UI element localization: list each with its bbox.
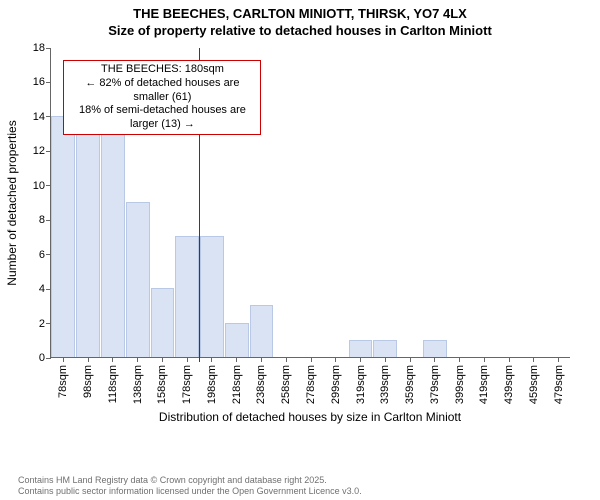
y-tick-label: 2 (23, 318, 45, 330)
histogram-bar (373, 340, 397, 357)
histogram-bar (200, 236, 224, 357)
histogram-bar (51, 116, 75, 357)
histogram-bar (225, 323, 249, 357)
x-tick (509, 357, 510, 362)
histogram-bar (423, 340, 447, 357)
histogram-bar (349, 340, 373, 357)
x-tick-label: 419sqm (478, 365, 490, 404)
y-tick-label: 10 (23, 180, 45, 192)
x-tick (187, 357, 188, 362)
x-tick-label: 278sqm (305, 365, 317, 404)
x-tick (261, 357, 262, 362)
y-tick (46, 254, 51, 255)
x-tick-label: 439sqm (503, 365, 515, 404)
histogram-bar (151, 288, 175, 357)
y-tick (46, 48, 51, 49)
x-tick-label: 138sqm (132, 365, 144, 404)
x-tick-label: 198sqm (206, 365, 218, 404)
x-tick-label: 359sqm (404, 365, 416, 404)
y-tick (46, 116, 51, 117)
footer-line-2: Contains public sector information licen… (18, 486, 362, 497)
x-tick-label: 258sqm (280, 365, 292, 404)
x-tick (63, 357, 64, 362)
x-tick-label: 299sqm (330, 365, 342, 404)
x-tick-label: 238sqm (255, 365, 267, 404)
histogram-bar (76, 116, 100, 357)
footer-line-1: Contains HM Land Registry data © Crown c… (18, 475, 362, 486)
histogram-bar (175, 236, 199, 357)
x-tick (459, 357, 460, 362)
x-tick-label: 479sqm (553, 365, 565, 404)
plot-area: 02468101214161878sqm98sqm118sqm138sqm158… (50, 48, 570, 358)
callout-line-1: THE BEECHES: 180sqm (70, 63, 254, 77)
x-tick (137, 357, 138, 362)
x-tick-label: 459sqm (528, 365, 540, 404)
page-title-line1: THE BEECHES, CARLTON MINIOTT, THIRSK, YO… (0, 0, 600, 21)
x-tick-label: 98sqm (82, 365, 94, 398)
callout-box: THE BEECHES: 180sqm← 82% of detached hou… (63, 60, 261, 135)
y-tick-label: 8 (23, 214, 45, 226)
x-tick-label: 118sqm (107, 365, 119, 403)
page-title-line2: Size of property relative to detached ho… (0, 21, 600, 38)
y-tick-label: 0 (23, 352, 45, 364)
x-tick (311, 357, 312, 362)
x-tick-label: 78sqm (57, 365, 69, 398)
y-tick (46, 82, 51, 83)
y-axis-label: Number of detached properties (5, 120, 19, 285)
y-tick (46, 358, 51, 359)
x-tick-label: 178sqm (181, 365, 193, 404)
y-tick-label: 6 (23, 249, 45, 261)
x-tick-label: 218sqm (231, 365, 243, 404)
x-tick (484, 357, 485, 362)
x-tick (286, 357, 287, 362)
x-tick (558, 357, 559, 362)
x-tick-label: 158sqm (156, 365, 168, 404)
x-tick (533, 357, 534, 362)
histogram-bar (101, 99, 125, 357)
x-tick (335, 357, 336, 362)
x-tick (360, 357, 361, 362)
x-tick-label: 319sqm (355, 365, 367, 404)
y-tick (46, 220, 51, 221)
histogram-chart: Number of detached properties 0246810121… (50, 48, 570, 418)
histogram-bar (250, 305, 274, 357)
x-tick (162, 357, 163, 362)
callout-line-2: ← 82% of detached houses are smaller (61… (70, 77, 254, 105)
x-tick (410, 357, 411, 362)
histogram-bar (126, 202, 150, 357)
x-tick (236, 357, 237, 362)
y-tick-label: 14 (23, 111, 45, 123)
y-tick-label: 18 (23, 42, 45, 54)
y-tick (46, 289, 51, 290)
x-axis-label: Distribution of detached houses by size … (159, 410, 461, 424)
x-tick-label: 339sqm (379, 365, 391, 404)
x-tick-label: 399sqm (454, 365, 466, 404)
y-tick (46, 151, 51, 152)
x-tick (112, 357, 113, 362)
attribution-footer: Contains HM Land Registry data © Crown c… (18, 475, 362, 497)
y-tick (46, 323, 51, 324)
x-tick (88, 357, 89, 362)
x-tick (434, 357, 435, 362)
callout-line-3: 18% of semi-detached houses are larger (… (70, 104, 254, 132)
y-tick-label: 4 (23, 283, 45, 295)
y-tick-label: 12 (23, 145, 45, 157)
y-tick (46, 185, 51, 186)
y-tick-label: 16 (23, 76, 45, 88)
x-tick (385, 357, 386, 362)
x-tick-label: 379sqm (429, 365, 441, 404)
x-tick (211, 357, 212, 362)
